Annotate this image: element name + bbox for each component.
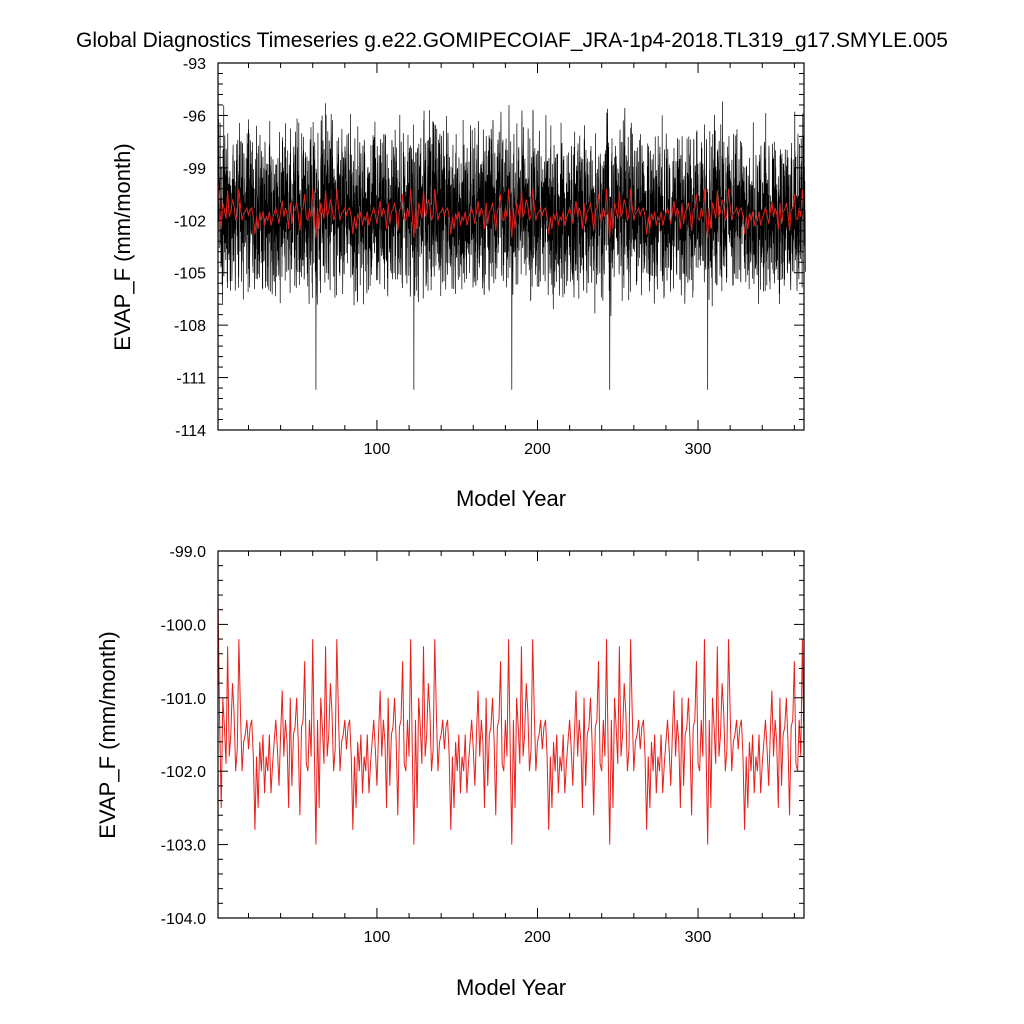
bottom-y-tick-label: -100.0 (161, 617, 206, 634)
chart-panel-top: 100 200 300 -93 -96 -99 -102 -105 -108 -111 -114 M… (110, 56, 806, 511)
top-y-tick-label: -93 (183, 56, 206, 73)
bottom-series-group (217, 595, 805, 845)
bottom-y-tick-label: -104.0 (161, 911, 206, 928)
top-series-annual-line (217, 178, 805, 238)
top-y-tick-label: -114 (175, 423, 206, 440)
top-y-tick-label: -96 (183, 108, 206, 125)
top-y-tick-label: -99 (183, 161, 206, 178)
top-series-group (217, 98, 806, 390)
bottom-y-tick-label: -102.0 (161, 764, 206, 781)
top-y-axis-label: EVAP_F (mm/month) (110, 143, 135, 350)
top-x-tick-label: 100 (364, 441, 391, 458)
top-y-tick-label: -102 (174, 213, 206, 230)
chart-title: Global Diagnostics Timeseries g.e22.GOMI… (76, 29, 948, 52)
top-y-tick-label: -105 (174, 266, 206, 283)
top-y-tick-label: -108 (174, 318, 206, 335)
top-x-axis-label: Model Year (456, 486, 566, 511)
top-series-monthly-line (217, 98, 806, 390)
top-x-tick-label: 200 (524, 441, 551, 458)
bottom-y-tick-label: -103.0 (161, 838, 206, 855)
bottom-x-tick-label: 200 (524, 929, 551, 946)
bottom-x-tick-label: 300 (685, 929, 712, 946)
top-x-tick-label: 300 (685, 441, 712, 458)
bottom-x-axis-label: Model Year (456, 975, 566, 1000)
top-y-tick-label: -111 (176, 371, 206, 388)
bottom-plot-frame (217, 550, 805, 919)
bottom-x-tick-label: 100 (364, 929, 391, 946)
top-ticks-group: 100 200 300 -93 -96 -99 -102 -105 -108 -111 -114 (174, 56, 804, 458)
bottom-series-annual-line (217, 595, 805, 845)
bottom-ticks-group: 100 200 300 -99.0 -100.0 -101.0 -102.0 -103.0 -1… (161, 544, 804, 946)
bottom-y-tick-label: -101.0 (161, 691, 206, 708)
chart-panel-bottom: 100 200 300 -99.0 -100.0 -101.0 -102.0 -103.0 -1… (95, 544, 805, 1000)
top-plot-frame (217, 62, 805, 431)
bottom-y-axis-label: EVAP_F (mm/month) (95, 631, 120, 838)
bottom-y-tick-label: -99.0 (170, 544, 207, 561)
